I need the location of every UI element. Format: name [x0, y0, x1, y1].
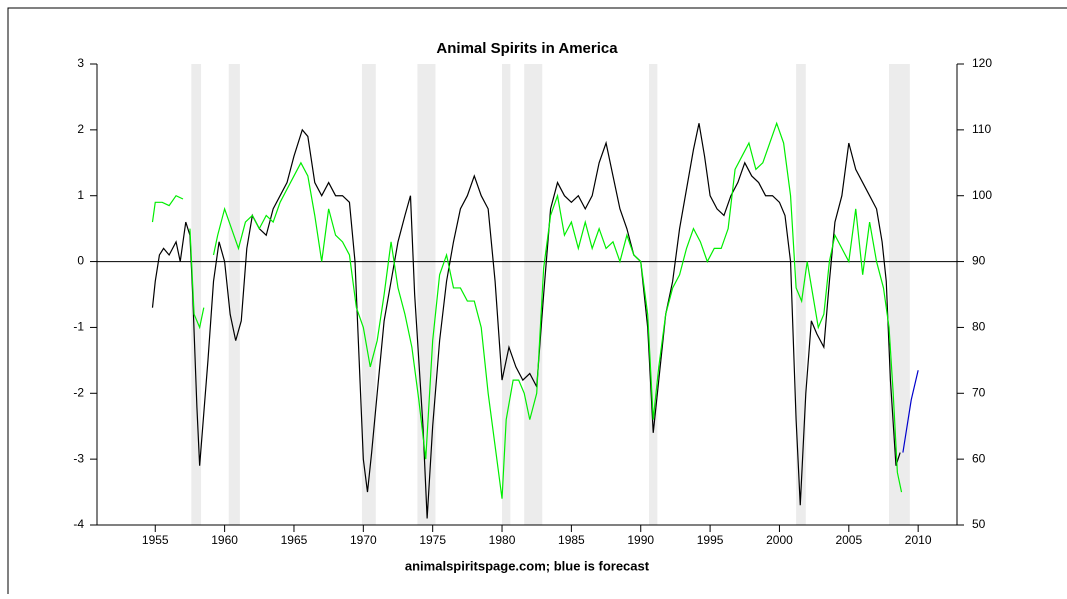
chart-title: Animal Spirits in America [436, 40, 618, 57]
y-tick-label: -2 [73, 385, 84, 399]
x-tick-label: 1995 [697, 533, 724, 547]
series-line [212, 121, 903, 499]
recession-band [191, 64, 202, 525]
recession-band [796, 64, 806, 525]
x-tick-label: 2000 [766, 533, 793, 547]
recession-band [524, 64, 543, 525]
y2-tick-label: 100 [972, 188, 992, 202]
x-tick-label: 1990 [627, 533, 654, 547]
y-tick-label: -4 [73, 517, 84, 531]
y-tick-label: 0 [77, 254, 84, 268]
x-tick-label: 1965 [281, 533, 308, 547]
y-tick-label: 2 [77, 122, 84, 136]
series-line [151, 194, 184, 223]
y-tick-label: -1 [73, 320, 84, 334]
y2-tick-label: 50 [972, 517, 986, 531]
frame [7, 7, 1067, 599]
series-line [189, 228, 205, 330]
y2-tick-label: 110 [972, 122, 991, 136]
y2-tick-label: 70 [972, 385, 986, 399]
x-tick-label: 2005 [835, 533, 862, 547]
recession-band [361, 64, 376, 525]
recession-band [502, 64, 511, 525]
y-tick-label: -3 [73, 451, 84, 465]
y-tick-label: 3 [77, 56, 84, 70]
x-axis-label: animalspiritspage.com; blue is forecast [405, 558, 650, 573]
recession-band [649, 64, 658, 525]
x-tick-label: 2010 [905, 533, 932, 547]
series-line [151, 123, 901, 519]
x-tick-label: 1985 [558, 533, 585, 547]
x-tick-label: 1975 [419, 533, 446, 547]
x-tick-label: 1980 [489, 533, 516, 547]
series-line [902, 370, 919, 453]
y2-tick-label: 60 [972, 451, 986, 465]
y2-tick-label: 80 [972, 320, 986, 334]
y2-tick-label: 120 [972, 56, 992, 70]
y2-tick-label: 90 [972, 254, 986, 268]
x-tick-label: 1955 [142, 533, 169, 547]
x-tick-label: 1970 [350, 533, 377, 547]
recession-band [228, 64, 240, 525]
x-tick-label: 1960 [211, 533, 238, 547]
y-tick-label: 1 [77, 188, 84, 202]
